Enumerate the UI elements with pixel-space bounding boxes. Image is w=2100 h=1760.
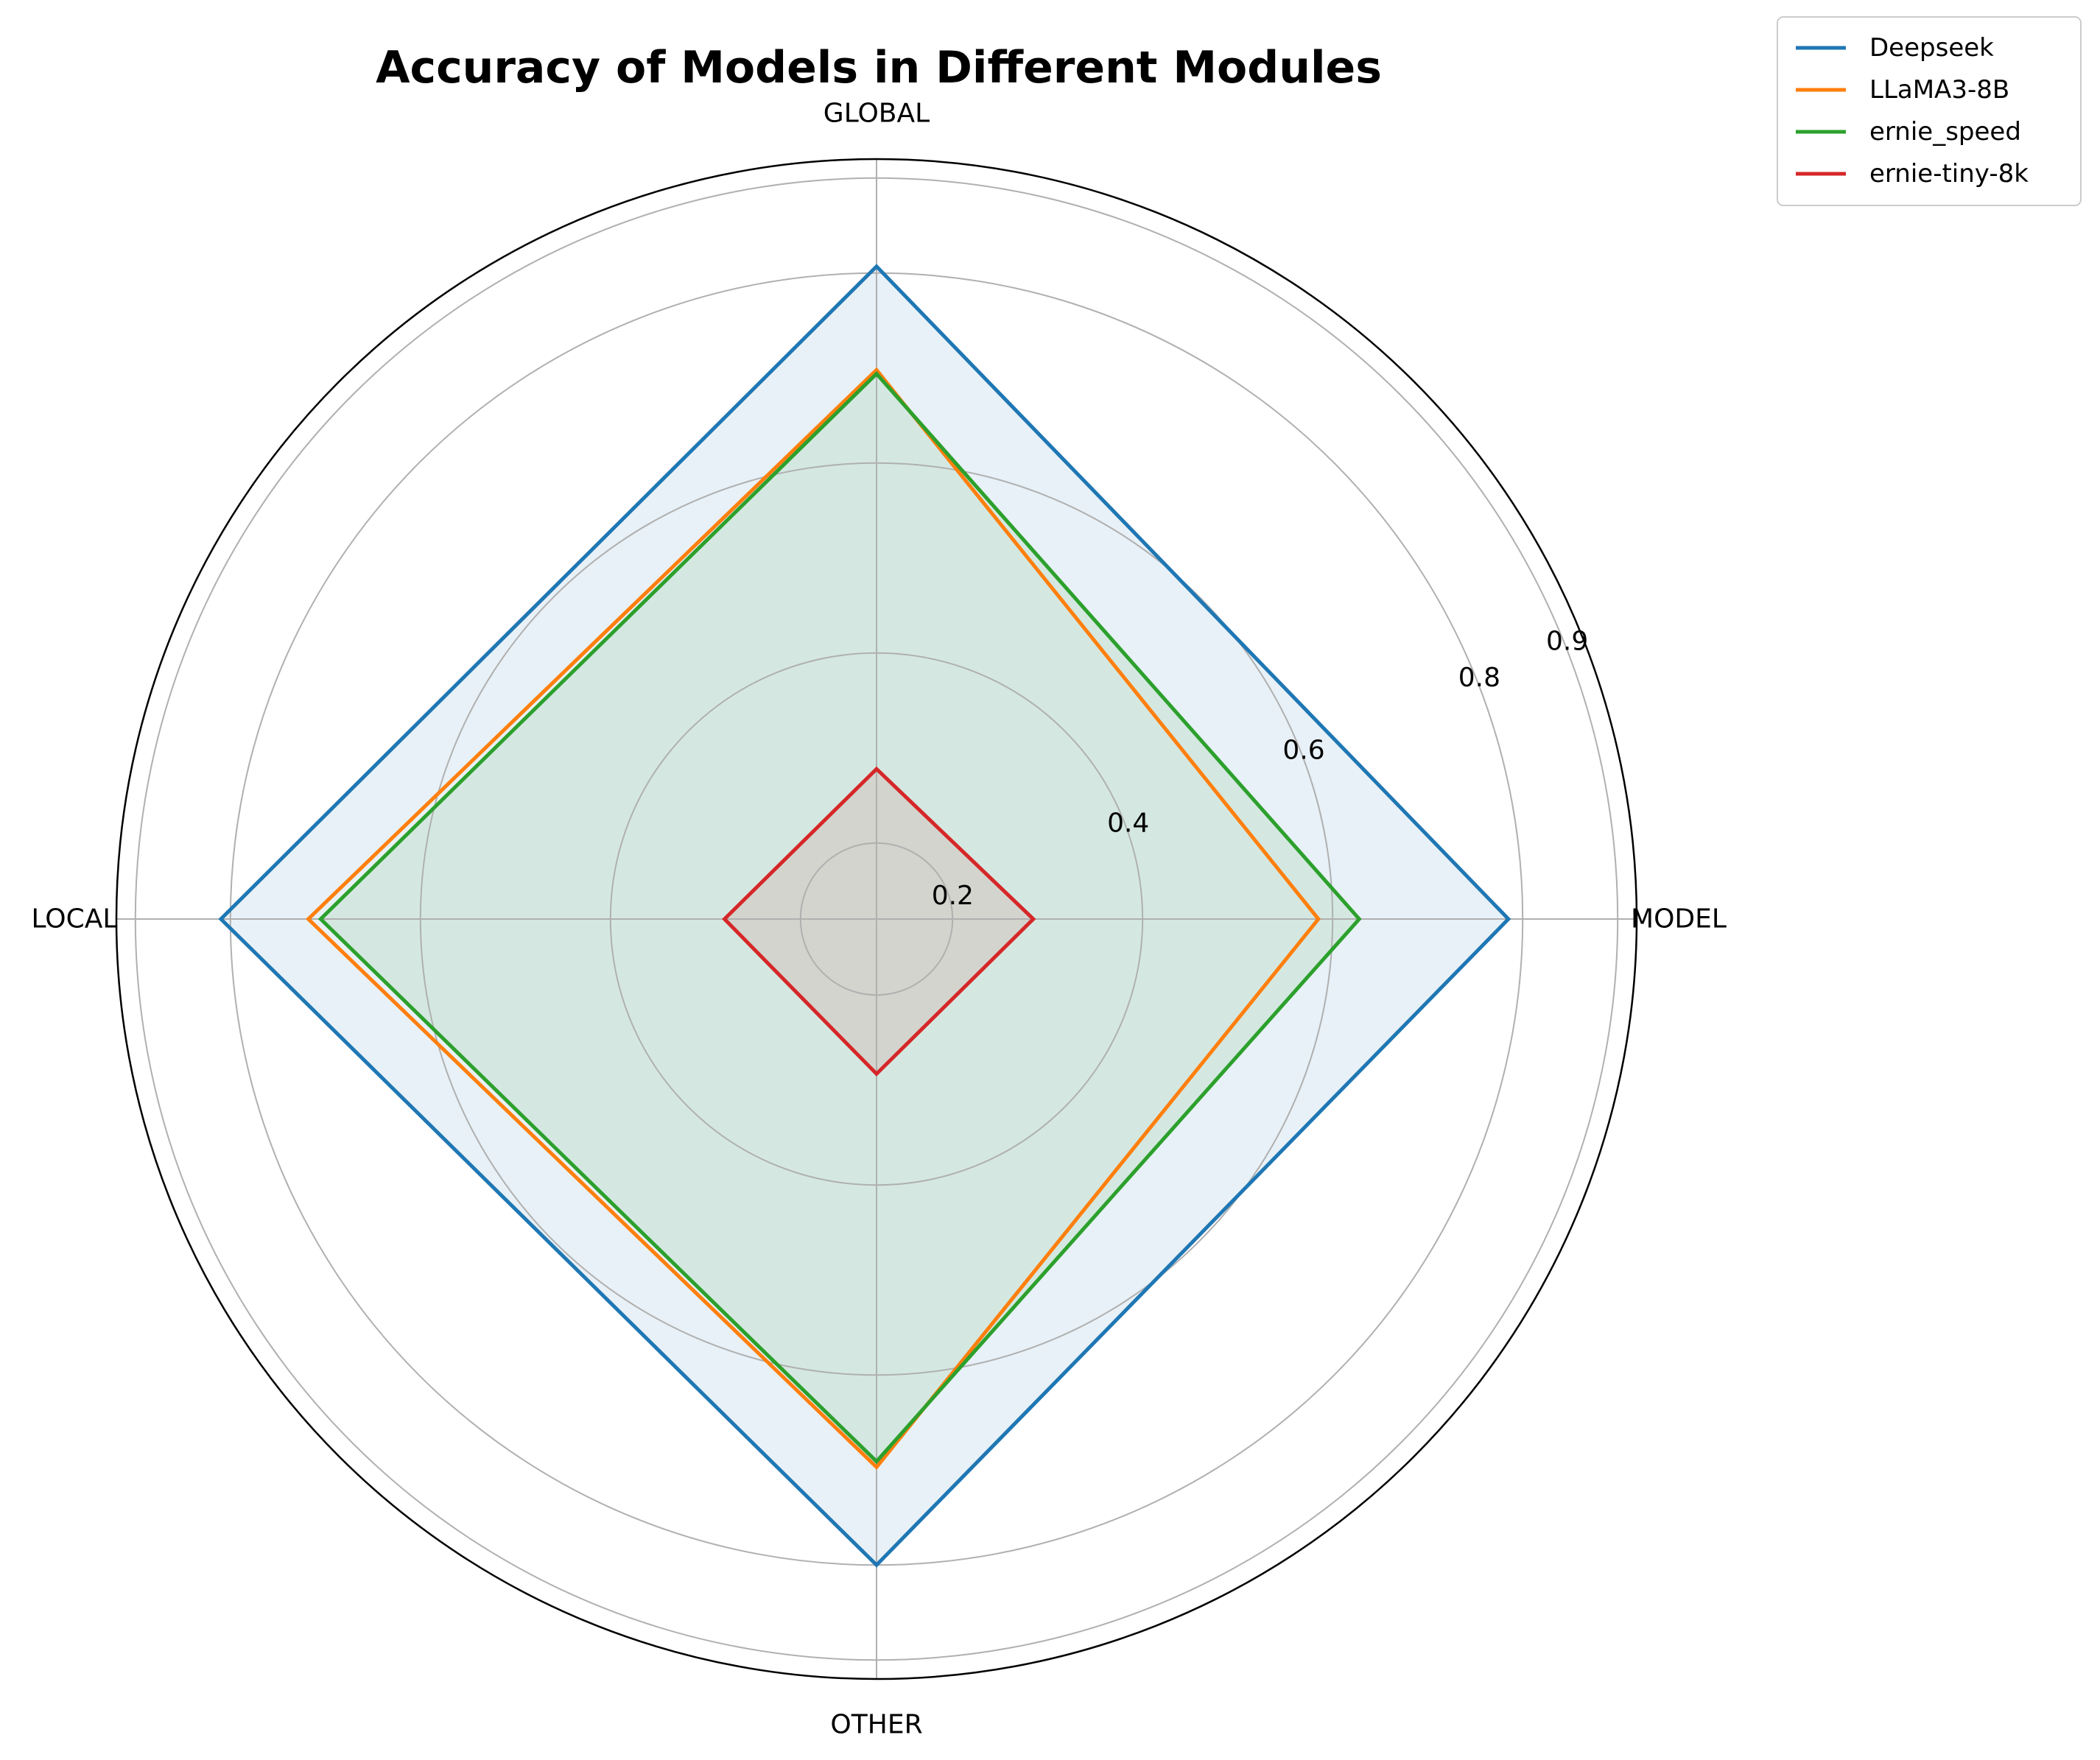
series-line-llama3-8b — [305, 367, 1321, 1471]
series-line-ernie-speed — [317, 370, 1362, 1465]
legend-label: Deepseek — [1869, 33, 1994, 63]
axis-label-other: OTHER — [830, 1710, 922, 1740]
series-line-ernie-tiny-8k — [722, 766, 1036, 1077]
axis-label-model: MODEL — [1631, 904, 1727, 934]
legend-label: LLaMA3-8B — [1869, 75, 2009, 105]
legend-label: ernie-tiny-8k — [1869, 159, 2029, 189]
axis-label-local: LOCAL — [32, 904, 118, 934]
axis-labels: MODEL GLOBAL LOCAL OTHER — [32, 99, 1727, 1740]
legend-item-ernie-speed: ernie_speed — [1796, 117, 2021, 147]
radial-tick-label: 0.2 — [932, 881, 974, 911]
chart-title: Accuracy of Models in Different Modules — [376, 42, 1382, 94]
legend: Deepseek LLaMA3-8B ernie_speed ernie-tiny-8… — [1777, 16, 2082, 206]
legend-label: ernie_speed — [1869, 117, 2021, 147]
radial-tick-label: 0.4 — [1107, 808, 1149, 838]
legend-item-deepseek: Deepseek — [1796, 33, 1994, 63]
radial-tick-label: 0.9 — [1546, 626, 1588, 656]
legend-item-llama3-8b: LLaMA3-8B — [1796, 75, 2009, 105]
axis-label-global: GLOBAL — [824, 99, 930, 129]
legend-box — [1777, 16, 2082, 206]
radial-tick-label: 0.8 — [1458, 663, 1500, 693]
series-fill-deepseek — [220, 266, 1509, 1566]
legend-item-ernie-tiny-8k: ernie-tiny-8k — [1796, 159, 2029, 189]
radial-tick-label: 0.6 — [1282, 736, 1324, 766]
series-line-deepseek — [218, 264, 1511, 1568]
outer-frame — [115, 158, 1638, 1680]
series-lines — [218, 264, 1511, 1568]
radial-tick-labels: 0.2 0.4 0.6 0.8 0.9 — [932, 626, 1589, 911]
